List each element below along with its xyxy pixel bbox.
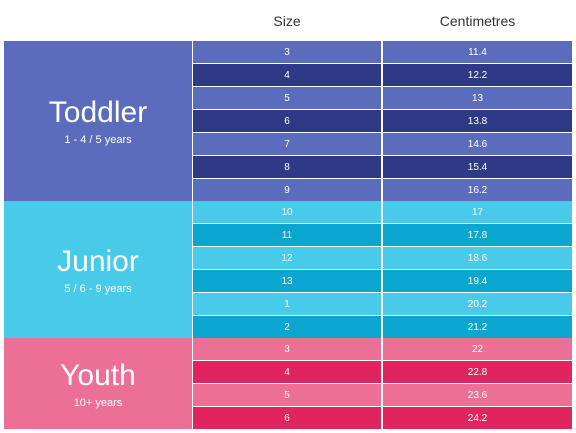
group-subtitle: 5 / 6 - 9 years: [64, 282, 132, 295]
centimetres-cell: 18.6: [383, 247, 572, 269]
centimetres-cell: 13.8: [383, 110, 572, 132]
centimetres-cell: 22.8: [383, 361, 572, 383]
centimetres-column-header: Centimetres: [439, 12, 516, 29]
group-subtitle: 1 - 4 / 5 years: [64, 134, 132, 146]
centimetres-cell: 12.2: [383, 64, 572, 86]
group-title: Youth: [60, 358, 136, 392]
group-rows: 3 11.4 4 12.2 5 13 6 13.8 7 14.6 8 15.4 9 16.2: [193, 41, 572, 202]
size-cell: 6: [193, 407, 381, 429]
size-cell: 13: [193, 270, 381, 292]
table-header: Size Centimetres: [0, 0, 576, 41]
table-row: 3 11.4: [193, 41, 572, 63]
table-row: 8 15.4: [193, 156, 572, 178]
centimetres-cell: 16.2: [383, 179, 572, 201]
size-cell: 3: [193, 41, 381, 63]
table-row: 11 17.8: [193, 224, 572, 246]
size-cell: 2: [193, 316, 381, 338]
group-title: Toddler: [48, 96, 148, 129]
centimetres-cell: 19.4: [383, 270, 572, 292]
size-cell: 4: [193, 64, 381, 86]
size-cell: 12: [193, 247, 381, 269]
group-rows: 10 17 11 17.8 12 18.6 13 19.4 1 20.2 2 21.2: [193, 201, 572, 339]
group-label: Junior 5 / 6 - 9 years: [4, 201, 192, 338]
group-junior: Junior 5 / 6 - 9 years 10 17 11 17.8 12 18.6 1…: [4, 201, 572, 338]
table-row: 4 22.8: [193, 361, 572, 383]
table-row: 9 16.2: [193, 179, 572, 201]
group-youth: Youth 10+ years 3 22 4 22.8 5 23.6 6 24.2: [4, 338, 572, 429]
centimetres-cell: 23.6: [383, 384, 572, 406]
centimetres-cell: 20.2: [383, 293, 572, 315]
centimetres-cell: 17: [383, 201, 572, 223]
size-column-header: Size: [273, 12, 301, 29]
centimetres-cell: 22: [383, 338, 572, 360]
table-row: 13 19.4: [193, 270, 572, 292]
centimetres-cell: 15.4: [383, 156, 572, 178]
group-subtitle: 10+ years: [73, 396, 123, 409]
centimetres-cell: 21.2: [383, 316, 572, 338]
size-cell: 5: [193, 87, 381, 109]
centimetres-cell: 14.6: [383, 133, 572, 155]
group-toddler: Toddler 1 - 4 / 5 years 3 11.4 4 12.2 5 13 6 13…: [4, 41, 572, 201]
centimetres-cell: 17.8: [383, 224, 572, 246]
table-row: 3 22: [193, 338, 572, 360]
size-cell: 9: [193, 179, 381, 201]
table-row: 5 13: [193, 87, 572, 109]
group-label: Toddler 1 - 4 / 5 years: [4, 41, 192, 201]
table-row: 10 17: [193, 201, 572, 223]
table-row: 1 20.2: [193, 293, 572, 315]
table-row: 2 21.2: [193, 316, 572, 338]
group-title: Junior: [57, 244, 139, 278]
centimetres-cell: 13: [383, 87, 572, 109]
size-cell: 3: [193, 338, 381, 360]
table-row: 5 23.6: [193, 384, 572, 406]
size-cell: 5: [193, 384, 381, 406]
table-row: 4 12.2: [193, 64, 572, 86]
group-rows: 3 22 4 22.8 5 23.6 6 24.2: [193, 338, 572, 430]
size-cell: 6: [193, 110, 381, 132]
size-cell: 7: [193, 133, 381, 155]
table-row: 6 24.2: [193, 407, 572, 429]
size-cell: 8: [193, 156, 381, 178]
table-row: 12 18.6: [193, 247, 572, 269]
table-row: 6 13.8: [193, 110, 572, 132]
size-cell: 11: [193, 224, 381, 246]
size-cell: 10: [193, 201, 381, 223]
size-cell: 1: [193, 293, 381, 315]
size-cell: 4: [193, 361, 381, 383]
centimetres-cell: 24.2: [383, 407, 572, 429]
table-row: 7 14.6: [193, 133, 572, 155]
centimetres-cell: 11.4: [383, 41, 572, 63]
group-label: Youth 10+ years: [4, 338, 192, 429]
